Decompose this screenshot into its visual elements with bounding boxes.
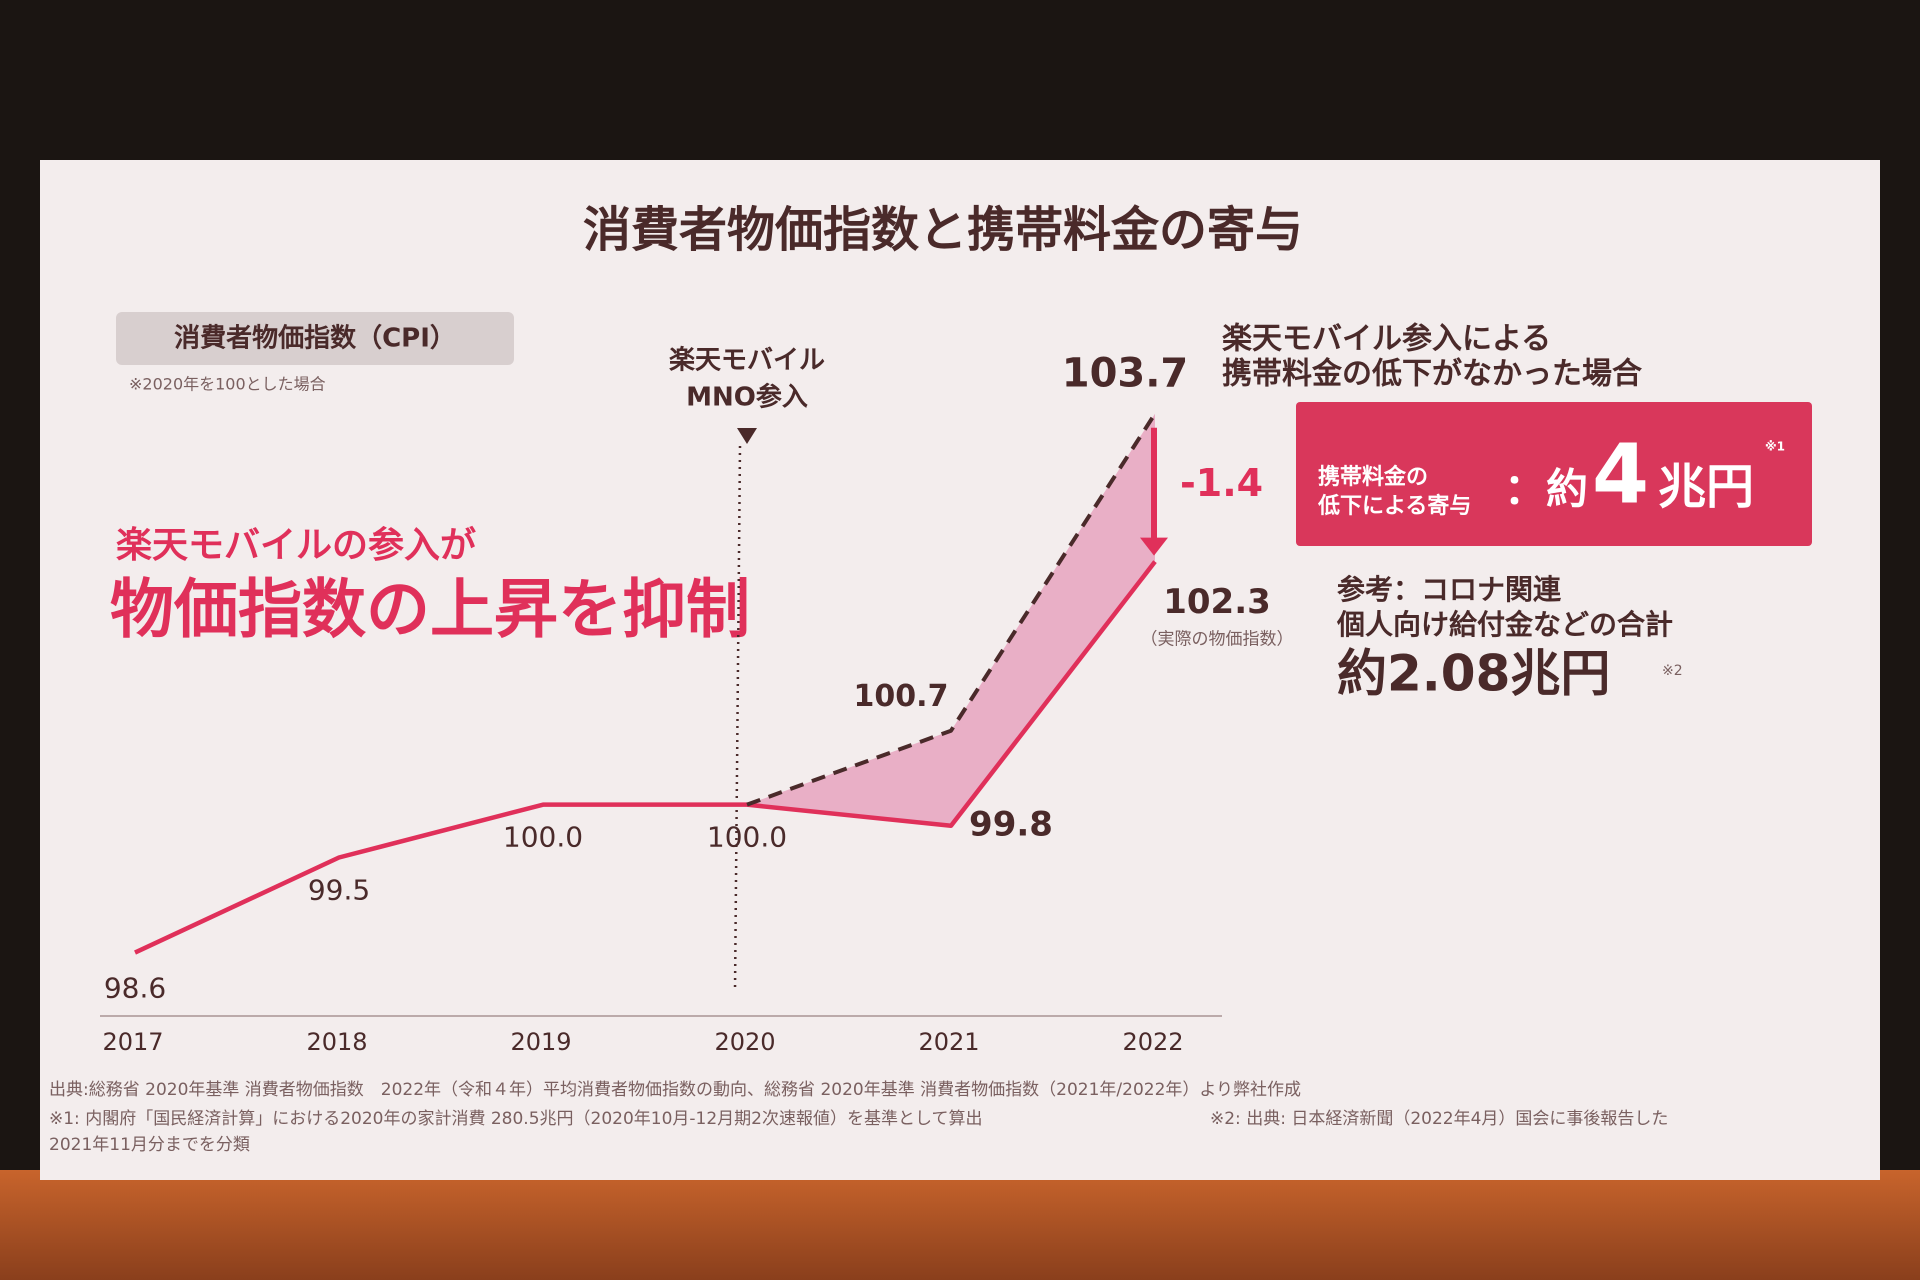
reference-label: 個人向け給付金などの合計 bbox=[1336, 608, 1673, 641]
value-label: 99.8 bbox=[969, 804, 1053, 844]
x-tick-label: 2018 bbox=[306, 1028, 367, 1056]
x-tick-label: 2021 bbox=[918, 1028, 979, 1056]
reference-amount: 約2.08兆円 bbox=[1337, 645, 1610, 703]
contribution-prefix: ：約 bbox=[1504, 465, 1588, 514]
value-label: 98.6 bbox=[104, 972, 166, 1005]
footnote-mark: ※2 bbox=[1662, 663, 1683, 679]
value-label: 100.7 bbox=[854, 679, 949, 714]
scenario-label: 楽天モバイル参入による bbox=[1222, 322, 1551, 357]
contribution-number: 4 bbox=[1592, 427, 1649, 522]
x-tick-label: 2020 bbox=[714, 1028, 775, 1056]
series-line bbox=[134, 560, 1157, 955]
series-line bbox=[746, 412, 1157, 807]
footnote: 出典:総務省 2020年基準 消費者物価指数 2022年（令和４年）平均消費者物… bbox=[49, 1080, 1301, 1100]
value-label: 102.3 bbox=[1163, 582, 1271, 622]
event-label: 楽天モバイル bbox=[669, 346, 825, 376]
event-label: MNO参入 bbox=[686, 382, 808, 413]
scenario-label: 携帯料金の低下がなかった場合 bbox=[1222, 357, 1642, 392]
actual-note: （実際の物価指数） bbox=[1141, 630, 1294, 650]
footnote-mark: ※1 bbox=[1765, 440, 1785, 454]
ceiling bbox=[0, 0, 1920, 170]
subtitle: 消費者物価指数（CPI） bbox=[174, 324, 456, 354]
difference-arrowhead bbox=[1140, 537, 1168, 556]
headline: 楽天モバイルの参入が bbox=[116, 525, 476, 566]
footnote: 2021年11月分までを分類 bbox=[49, 1135, 250, 1155]
x-tick-label: 2017 bbox=[102, 1028, 163, 1056]
difference-label: -1.4 bbox=[1180, 461, 1263, 505]
stage-floor bbox=[0, 1170, 1920, 1280]
gap-area bbox=[747, 413, 1155, 826]
x-tick-label: 2022 bbox=[1122, 1028, 1183, 1056]
footnote: ※1: 内閣府「国民経済計算」における2020年の家計消費 280.5兆円（20… bbox=[49, 1109, 983, 1129]
subtitle-box bbox=[116, 312, 514, 365]
note: ※2020年を100とした場合 bbox=[129, 375, 326, 394]
value-label: 100.0 bbox=[503, 821, 583, 854]
value-label: 103.7 bbox=[1062, 351, 1189, 397]
contribution-unit: 兆円 bbox=[1658, 459, 1754, 515]
contribution-label: 低下による寄与 bbox=[1317, 493, 1471, 519]
contribution-box bbox=[1296, 402, 1812, 546]
contribution-label: 携帯料金の bbox=[1318, 464, 1428, 490]
reference-label: 参考：コロナ関連 bbox=[1337, 573, 1562, 606]
headline: 物価指数の上昇を抑制 bbox=[110, 574, 750, 648]
event-marker bbox=[737, 428, 757, 444]
chart-title: 消費者物価指数と携帯料金の寄与 bbox=[583, 202, 1303, 258]
footnote: ※2: 出典: 日本経済新聞（2022年4月）国会に事後報告した bbox=[1210, 1109, 1668, 1129]
x-tick-label: 2019 bbox=[510, 1028, 571, 1056]
value-label: 99.5 bbox=[308, 874, 370, 907]
value-label: 100.0 bbox=[707, 821, 787, 854]
